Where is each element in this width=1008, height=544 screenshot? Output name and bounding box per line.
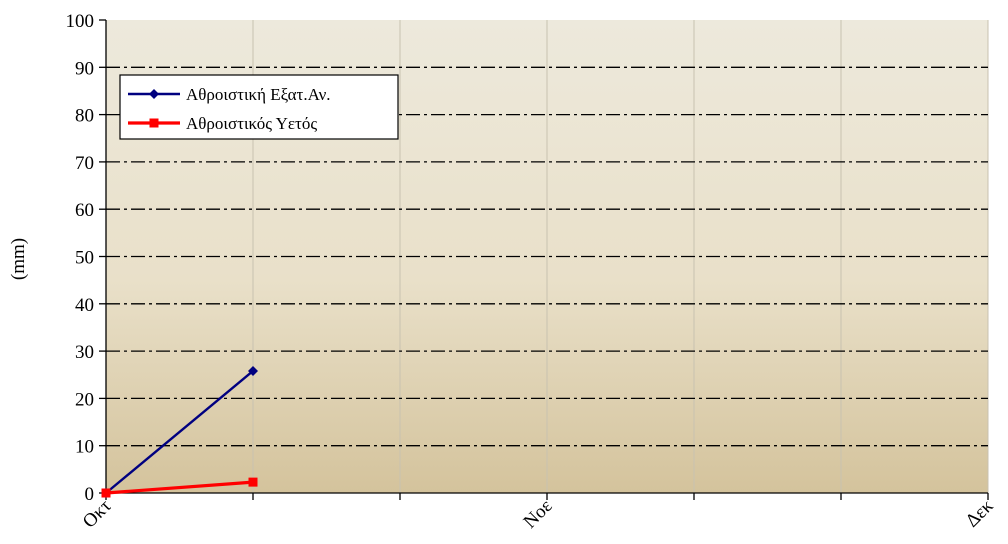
legend-box [119,74,399,140]
legend-label: Αθροιστική Εξατ.Αν. [186,85,331,104]
data-point-square [248,477,258,487]
y-tick-label: 40 [75,295,94,316]
series-line [105,480,254,495]
y-tick-label: 90 [75,58,94,79]
y-axis-label: (mm) [8,238,29,280]
x-tick-label: Νοε [520,496,557,533]
y-tick-label: 20 [75,389,94,410]
y-tick-label: 0 [85,484,95,505]
legend-marker-square [149,118,159,128]
legend-label: Αθροιστικός Υετός [186,114,317,133]
y-tick-label: 100 [66,11,95,32]
series-line [105,370,254,494]
y-tick-label: 60 [75,200,94,221]
y-tick-label: 30 [75,342,94,363]
series-2 [101,477,258,498]
y-tick-label: 70 [75,153,94,174]
data-point-square [101,488,111,498]
y-tick-label: 50 [75,248,94,269]
legend: Αθροιστική Εξατ.Αν. Αθροιστικός Υετός [119,74,399,140]
y-tick-label: 80 [75,106,94,127]
data-point-diamond [248,365,258,376]
legend-marker-diamond [149,89,159,99]
y-tick-label: 10 [75,437,94,458]
x-tick-label: Δεκ [962,495,998,531]
